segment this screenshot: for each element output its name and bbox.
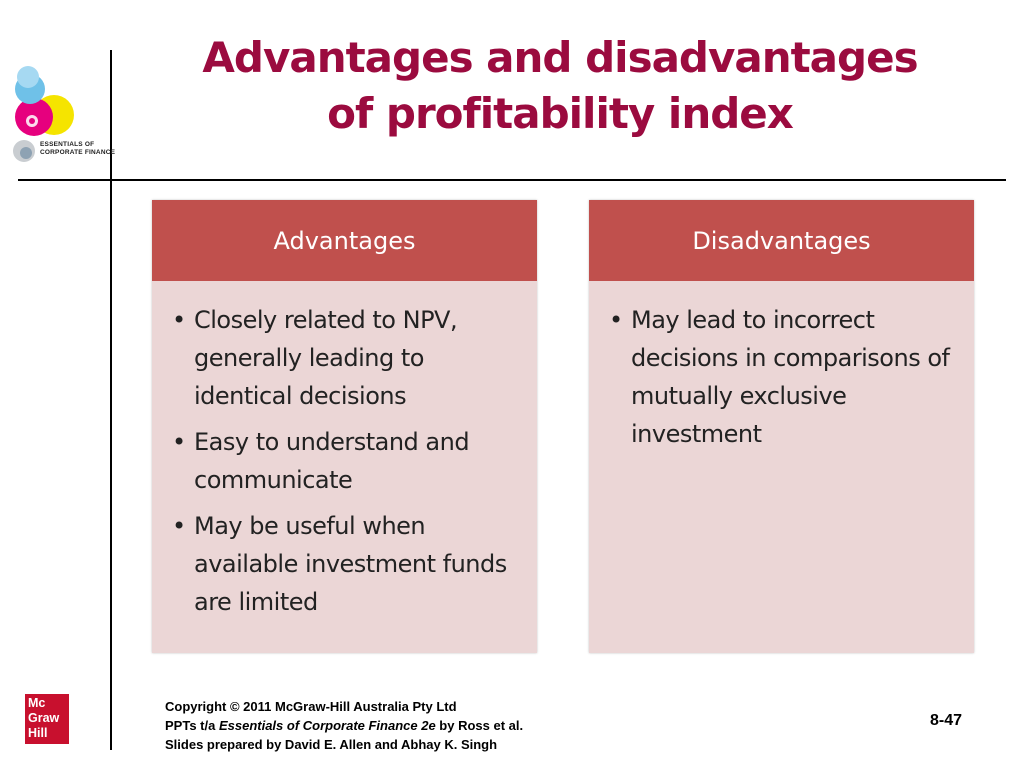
bullet-text: Closely related to NPV, generally leadin… [194,306,458,410]
bullet-text: May lead to incorrect decisions in compa… [631,306,950,448]
disadvantages-panel: Disadvantages • May lead to incorrect de… [589,200,974,653]
bullet-icon: • [172,512,186,540]
slide-title: Advantages and disadvantages of profitab… [120,30,1000,142]
book-logo-icon [13,66,74,162]
list-item: • Closely related to NPV, generally lead… [172,301,519,415]
advantages-panel: Advantages • Closely related to NPV, gen… [152,200,537,653]
publisher-logo-line2: Graw [28,711,60,725]
logo-text: ESSENTIALS OF CORPORATE FINANCE [40,141,115,157]
book-title: Essentials of Corporate Finance 2e [218,718,436,733]
horizontal-rule [18,179,1006,181]
ppts-suffix: by Ross et al. [435,718,524,733]
bullet-text: Easy to understand and communicate [194,428,470,494]
disadvantages-list: • May lead to incorrect decisions in com… [589,281,974,453]
ppts-prefix: PPTs t/a [165,718,219,733]
logo-text-line1: ESSENTIALS OF [40,141,95,148]
advantages-list: • Closely related to NPV, generally lead… [152,281,537,621]
advantages-header: Advantages [152,200,537,281]
list-item: • May be useful when available investmen… [172,507,519,621]
bullet-text: May be useful when available investment … [194,512,507,616]
ppts-line: PPTs t/a Essentials of Corporate Finance… [165,716,523,735]
bullet-icon: • [609,306,623,334]
logo-text-line2: CORPORATE FINANCE [40,149,116,156]
mcgraw-hill-logo: Mc Graw Hill [25,694,69,744]
publisher-logo-line3: Hill [28,726,48,740]
publisher-logo-line1: Mc [28,696,46,710]
list-item: • Easy to understand and communicate [172,423,519,499]
footer-credits: Copyright © 2011 McGraw-Hill Australia P… [165,697,523,754]
page-number: 8-47 [930,712,963,729]
bullet-icon: • [172,428,186,456]
vertical-rule [110,50,112,750]
bullet-icon: • [172,306,186,334]
prepared-by-text: Slides prepared by David E. Allen and Ab… [165,737,498,752]
title-line2: of profitability index [327,89,794,138]
title-line1: Advantages and disadvantages [202,33,918,82]
copyright-text: Copyright © 2011 McGraw-Hill Australia P… [165,699,457,714]
list-item: • May lead to incorrect decisions in com… [609,301,956,453]
disadvantages-header: Disadvantages [589,200,974,281]
